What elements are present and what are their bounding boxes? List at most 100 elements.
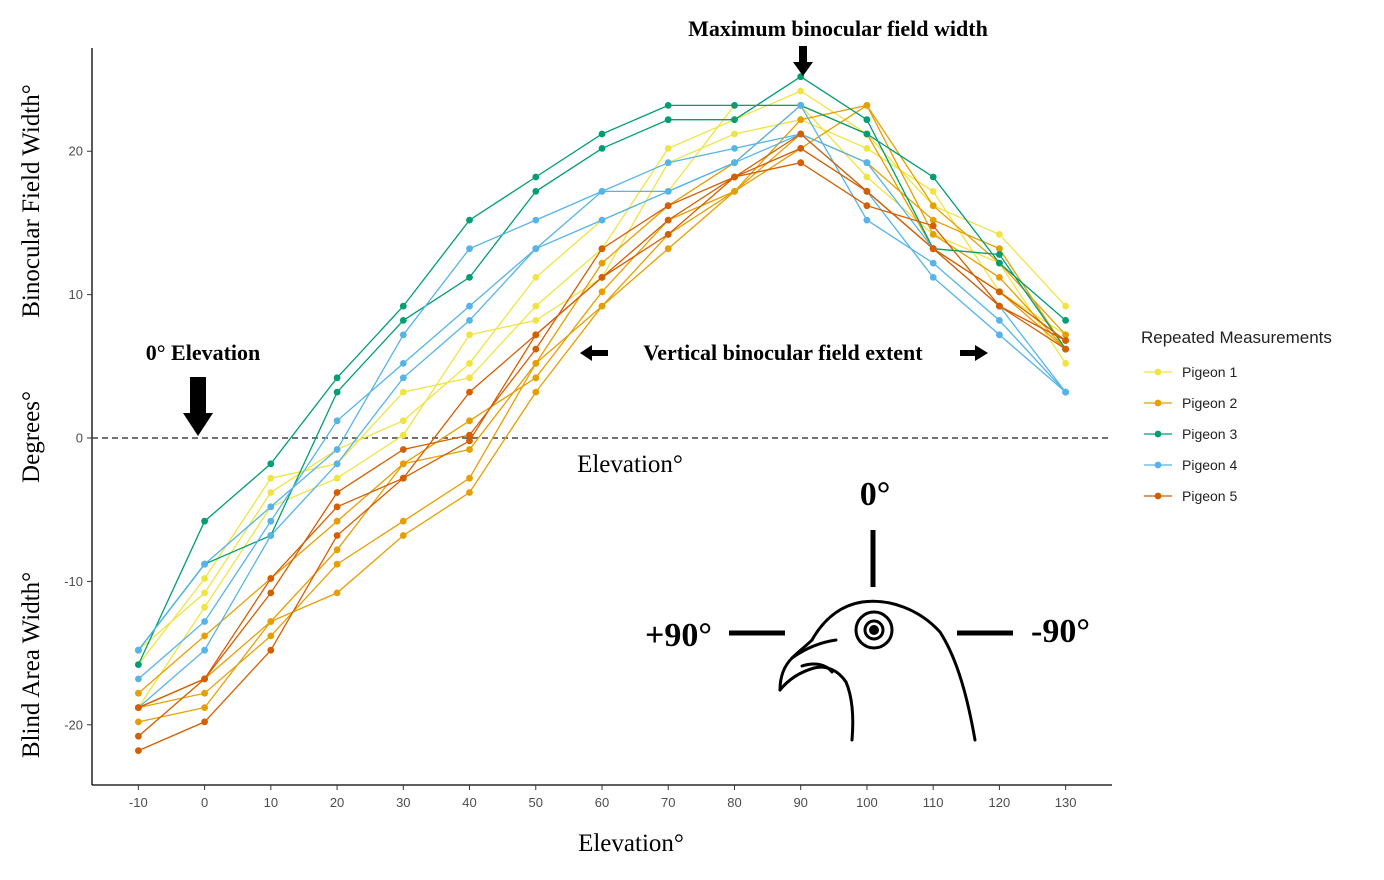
data-point bbox=[135, 661, 142, 668]
data-point bbox=[201, 675, 209, 683]
data-point bbox=[267, 460, 275, 468]
data-point bbox=[664, 245, 672, 253]
data-point bbox=[466, 474, 473, 482]
data-point bbox=[399, 331, 407, 339]
data-point bbox=[797, 102, 805, 109]
series-pigeon-2 bbox=[135, 102, 1069, 726]
data-point bbox=[1062, 331, 1069, 339]
data-point bbox=[598, 274, 606, 281]
data-point bbox=[135, 747, 142, 754]
legend-key-point bbox=[1154, 368, 1162, 376]
series-pigeon-5 bbox=[135, 130, 1069, 754]
data-point bbox=[1062, 360, 1069, 367]
x-tick-label: 120 bbox=[989, 795, 1011, 810]
x-tick-label: 70 bbox=[661, 795, 675, 810]
data-point bbox=[996, 317, 1003, 324]
x-tick-label: 90 bbox=[793, 795, 807, 810]
series-pigeon-3 bbox=[135, 73, 1069, 668]
y-tick-label: 10 bbox=[69, 287, 83, 302]
data-point bbox=[731, 173, 738, 181]
data-point bbox=[929, 202, 937, 210]
legend-key-point bbox=[1154, 430, 1162, 438]
y-axis-title-degrees: Degrees° bbox=[18, 391, 45, 483]
data-point bbox=[996, 274, 1003, 281]
data-point bbox=[929, 216, 937, 224]
data-point bbox=[532, 331, 540, 339]
legend-label: Pigeon 2 bbox=[1182, 395, 1237, 411]
data-point bbox=[996, 288, 1003, 296]
data-point bbox=[797, 159, 805, 167]
data-point bbox=[333, 546, 341, 554]
data-point bbox=[333, 460, 341, 468]
x-tick-label: 0 bbox=[201, 795, 208, 810]
data-point bbox=[333, 517, 341, 525]
y-axis-title-blind-area: Blind Area Width° bbox=[18, 572, 45, 758]
data-point bbox=[466, 274, 473, 281]
legend-label: Pigeon 1 bbox=[1182, 364, 1237, 380]
data-point bbox=[333, 560, 341, 568]
arrow-right-icon bbox=[960, 345, 988, 361]
data-point bbox=[863, 188, 871, 195]
data-point bbox=[929, 274, 937, 281]
data-point bbox=[466, 302, 473, 310]
orientation-label-top: 0° bbox=[860, 476, 891, 513]
data-point bbox=[466, 489, 473, 496]
data-point bbox=[201, 575, 209, 582]
data-point bbox=[466, 374, 473, 382]
data-point bbox=[797, 116, 805, 124]
data-point bbox=[399, 460, 407, 468]
pigeon-head-icon bbox=[778, 599, 977, 742]
data-point bbox=[929, 231, 937, 238]
y-tick-label: 20 bbox=[69, 144, 83, 159]
data-point bbox=[996, 231, 1003, 238]
data-point bbox=[664, 116, 672, 124]
data-point bbox=[333, 474, 341, 482]
legend-key-point bbox=[1154, 461, 1162, 469]
data-point bbox=[333, 388, 341, 396]
legend-key-point bbox=[1154, 492, 1162, 500]
data-point bbox=[863, 102, 871, 109]
data-point bbox=[333, 417, 341, 425]
data-point bbox=[863, 116, 871, 124]
data-point bbox=[532, 374, 540, 382]
legend-key-point bbox=[1154, 399, 1162, 407]
data-point bbox=[532, 188, 540, 195]
data-point bbox=[731, 188, 738, 195]
legend-item: Pigeon 3 bbox=[1144, 426, 1237, 442]
data-point bbox=[1062, 317, 1069, 324]
arrow-down-icon bbox=[793, 46, 813, 76]
data-point bbox=[731, 102, 738, 109]
data-point bbox=[267, 589, 275, 597]
data-point bbox=[466, 245, 473, 253]
y-axis-title-binocular: Binocular Field Width° bbox=[18, 84, 45, 318]
data-point bbox=[996, 251, 1003, 258]
legend-item: Pigeon 1 bbox=[1144, 364, 1237, 380]
data-point bbox=[731, 116, 738, 124]
data-point bbox=[664, 202, 672, 210]
data-series bbox=[135, 73, 1069, 754]
y-tick-label: -20 bbox=[64, 717, 83, 732]
data-point bbox=[267, 646, 275, 654]
annotation-vertical-extent: Vertical binocular field extent bbox=[643, 340, 923, 365]
data-point bbox=[333, 503, 341, 511]
legend-title: Repeated Measurements bbox=[1141, 328, 1332, 347]
data-point bbox=[731, 145, 738, 152]
data-point bbox=[267, 474, 275, 482]
data-point bbox=[267, 575, 275, 582]
data-point bbox=[863, 159, 871, 167]
data-point bbox=[466, 317, 473, 324]
data-point bbox=[664, 216, 672, 224]
data-point bbox=[1062, 337, 1069, 344]
data-point bbox=[863, 173, 871, 181]
legend-label: Pigeon 4 bbox=[1182, 457, 1237, 473]
data-point bbox=[267, 517, 275, 525]
data-point bbox=[466, 446, 473, 453]
annotation-max-binocular-width: Maximum binocular field width bbox=[688, 16, 988, 41]
x-axis-title: Elevation° bbox=[578, 830, 684, 857]
orientation-inset: 0° +90° -90° bbox=[645, 476, 1090, 742]
data-point bbox=[797, 130, 805, 138]
data-point bbox=[399, 517, 407, 525]
data-point bbox=[399, 388, 407, 396]
data-point bbox=[731, 130, 738, 138]
data-point bbox=[135, 646, 142, 654]
